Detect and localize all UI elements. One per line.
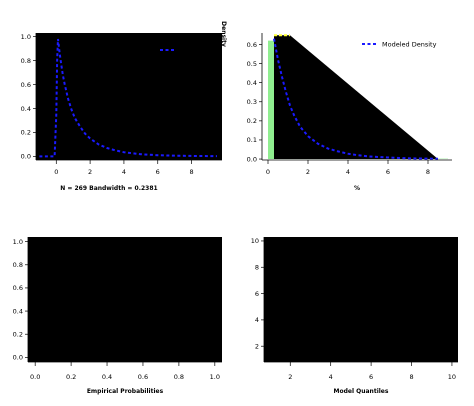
y-tick-label: 0.2 — [247, 117, 257, 125]
x-tick-label: 6 — [369, 373, 373, 381]
x-tick-label: 1.0 — [210, 373, 220, 381]
x-tick-label: 4 — [346, 168, 350, 176]
density-kde-series-line-0 — [39, 38, 217, 158]
y-tick-label: 4 — [255, 316, 259, 324]
pp-plot-plot-area — [28, 237, 222, 362]
x-tick-label: 2 — [288, 373, 292, 381]
y-tick-label: 0.0 — [13, 354, 23, 362]
y-tick-label: 0.2 — [21, 129, 31, 137]
x-tick-label: 6 — [386, 168, 390, 176]
x-tick-label: 0 — [266, 168, 270, 176]
x-axis-label: Empirical Probabilities — [87, 388, 164, 395]
x-tick-label: 2 — [306, 168, 310, 176]
y-tick-label: 10 — [251, 237, 259, 245]
y-tick-label: 0.0 — [247, 155, 257, 163]
y-tick-label: 0.5 — [247, 60, 257, 68]
y-tick-label: 0.4 — [247, 79, 257, 87]
legend-label: Modeled Density — [382, 40, 437, 48]
x-tick-label: 0.8 — [174, 373, 184, 381]
x-axis-label: Model Quantiles — [334, 388, 389, 395]
y-tick-label: 0.0 — [21, 153, 31, 161]
y-tick-label: 2 — [255, 343, 259, 351]
x-tick-label: 0 — [54, 168, 58, 176]
histogram-density-panel: 0 2 4 6 8 0.0 0.1 0.2 0.3 0.4 0.5 0.6% Modeled Densi… — [247, 33, 452, 192]
x-tick-label: 8 — [409, 373, 413, 381]
x-tick-label: 8 — [426, 168, 430, 176]
y-tick-label: 0.4 — [21, 105, 31, 113]
histogram-bar — [268, 40, 278, 160]
y-tick-label: 0.4 — [13, 307, 23, 315]
x-tick-label: 6 — [156, 168, 160, 176]
x-tick-label: 8 — [189, 168, 193, 176]
qq-plot-panel: 2 4 6 8 10 2 4 6 8 10 Model Quantiles — [251, 237, 458, 395]
y-tick-label: 0.6 — [247, 41, 257, 49]
x-tick-label: 10 — [448, 373, 456, 381]
y-tick-label: 0.8 — [13, 261, 23, 269]
x-tick-label: 4 — [329, 373, 333, 381]
x-tick-label: 0.4 — [102, 373, 112, 381]
density-kde-panel: 0 2 4 6 8 0.0 0.2 0.4 0.6 0.8 1.0 N = 269 Bandwidth… — [21, 21, 227, 192]
x-tick-label: 0.2 — [66, 373, 76, 381]
y-tick-label: 0.3 — [247, 98, 257, 106]
y-tick-label: 0.8 — [21, 57, 31, 65]
y-tick-label: 6 — [255, 290, 259, 298]
y-tick-label: 8 — [255, 264, 259, 272]
y-tick-label: 0.6 — [21, 81, 31, 89]
density-kde-plot-area — [36, 33, 222, 160]
x-axis-label: % — [354, 185, 360, 192]
kde-subtitle: N = 269 Bandwidth = 0.2381 — [60, 185, 157, 192]
y-tick-label: 0.6 — [13, 284, 23, 292]
x-tick-label: 2 — [88, 168, 92, 176]
y-tick-label: 1.0 — [21, 33, 31, 41]
qq-plot-plot-area — [264, 237, 458, 362]
y-tick-label: 0.1 — [247, 136, 257, 144]
y-axis-label: Density — [220, 21, 227, 47]
y-tick-label: 0.2 — [13, 331, 23, 339]
x-tick-label: 4 — [122, 168, 126, 176]
y-tick-label: 1.0 — [13, 238, 23, 246]
x-tick-label: 0.0 — [30, 373, 40, 381]
histogram-density-series-line-0 — [273, 38, 439, 160]
x-tick-label: 0.6 — [138, 373, 148, 381]
overlay-polygon — [274, 35, 438, 160]
pp-plot-panel: 0.0 0.2 0.4 0.6 0.8 1.0 0.0 0.2 0.4 0.6 0.8 1.0 Empi… — [13, 237, 222, 395]
